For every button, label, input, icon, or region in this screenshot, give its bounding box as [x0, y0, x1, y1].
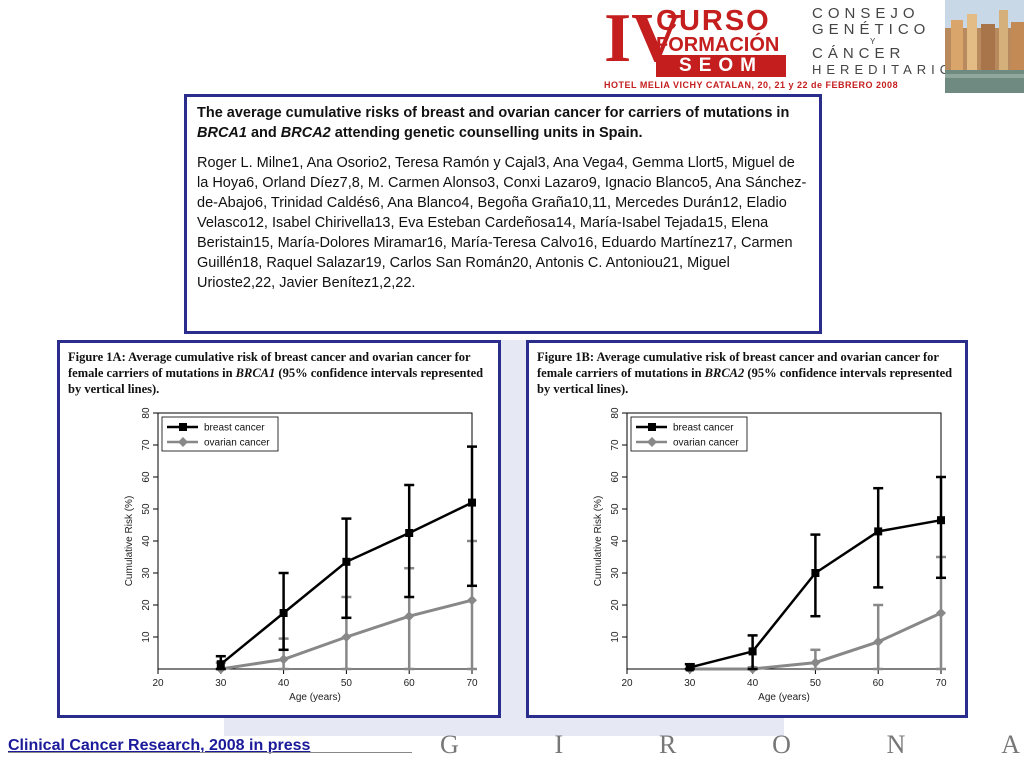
- girona-letter: R: [658, 730, 677, 759]
- legend-label: ovarian cancer: [673, 438, 739, 449]
- consejo-line: HEREDITARIO: [812, 62, 955, 77]
- y-axis-label: Cumulative Risk (%): [124, 496, 135, 587]
- girona-city-photo: [945, 0, 1024, 93]
- figure-caption: Figure 1A: Average cumulative risk of br…: [68, 350, 484, 396]
- x-tick-label: 40: [747, 678, 759, 689]
- figure-1a-chart: 10 20 30 40 50 60 70 80 20 30 40 50 60 70 Age (years) C…: [124, 407, 478, 703]
- legend-marker: [178, 437, 188, 447]
- x-tick-label: 40: [278, 678, 290, 689]
- data-point: [937, 516, 945, 525]
- y-tick-label: 50: [141, 503, 152, 515]
- girona-letter: I: [554, 730, 564, 759]
- figure-caption: Figure 1B: Average cumulative risk of br…: [537, 350, 953, 396]
- legend-label: breast cancer: [673, 423, 734, 434]
- data-point: [467, 595, 477, 606]
- data-point: [874, 527, 883, 536]
- data-point: [685, 663, 694, 672]
- data-point: [468, 498, 476, 507]
- x-tick-label: 20: [621, 678, 633, 689]
- data-point: [279, 609, 288, 617]
- girona-letter: O: [772, 730, 791, 759]
- x-tick-label: 60: [404, 678, 416, 689]
- y-tick-label: 30: [141, 567, 152, 579]
- data-point: [341, 632, 352, 642]
- consejo-line: CONSEJO: [812, 5, 920, 22]
- legend-marker: [647, 437, 657, 447]
- data-point: [873, 636, 884, 647]
- data-point: [748, 647, 757, 656]
- girona-wordmark: G I R O N A: [440, 730, 1020, 760]
- data-point: [936, 608, 946, 618]
- data-point: [278, 654, 289, 665]
- y-tick-label: 70: [610, 439, 621, 451]
- x-tick-label: 70: [935, 678, 947, 689]
- hotel-venue-text: HOTEL MELIA VICHY CATALAN, 20, 21 y 22 d…: [604, 80, 899, 90]
- logo-curso-text: CURSO: [656, 5, 771, 37]
- plot-frame: [626, 412, 942, 670]
- data-point: [811, 569, 820, 577]
- x-axis-label: Age (years): [289, 692, 341, 703]
- y-tick-label: 10: [141, 631, 152, 643]
- data-point: [810, 657, 821, 668]
- y-tick-label: 50: [610, 503, 621, 515]
- legend-marker: [648, 423, 656, 431]
- data-point: [405, 529, 414, 537]
- footer-divider: [8, 752, 412, 753]
- paper-card: The average cumulative risks of breast a…: [184, 94, 822, 334]
- citation-link[interactable]: Clinical Cancer Research, 2008 in press: [8, 737, 311, 754]
- x-tick-label: 30: [684, 678, 696, 689]
- legend-marker: [179, 423, 187, 431]
- data-point: [216, 660, 225, 669]
- figure-1a-panel: Figure 1A: Average cumulative risk of br…: [57, 340, 501, 718]
- x-tick-label: 70: [466, 678, 478, 689]
- y-tick-label: 60: [610, 471, 621, 483]
- y-tick-label: 40: [141, 535, 152, 547]
- girona-letter: G: [440, 730, 459, 759]
- y-axis-label: Cumulative Risk (%): [593, 496, 604, 587]
- y-tick-label: 70: [141, 439, 152, 451]
- legend-box: [161, 416, 279, 452]
- paper-authors: Roger L. Milne1, Ana Osorio2, Teresa Ram…: [197, 155, 807, 291]
- x-tick-label: 50: [810, 678, 822, 689]
- paper-title: The average cumulative risks of breast a…: [197, 105, 790, 141]
- x-tick-label: 50: [341, 678, 353, 689]
- figure-1b-chart: 10 20 30 40 50 60 70 80 20 30 40 50 60 70 Age (years) C…: [593, 407, 947, 703]
- x-tick-label: 60: [873, 678, 885, 689]
- data-point: [342, 557, 351, 566]
- girona-letter: A: [1001, 730, 1020, 759]
- figure-1b-panel: Figure 1B: Average cumulative risk of br…: [526, 340, 968, 718]
- legend-box: [630, 416, 748, 452]
- consejo-line: CÁNCER: [812, 45, 906, 62]
- plot-frame: [157, 412, 473, 670]
- x-tick-label: 30: [215, 678, 227, 689]
- x-tick-label: 20: [152, 678, 164, 689]
- y-tick-label: 60: [141, 471, 152, 483]
- y-tick-label: 10: [610, 631, 621, 643]
- y-tick-label: 80: [610, 407, 621, 419]
- y-tick-label: 40: [610, 535, 621, 547]
- y-tick-label: 80: [141, 407, 152, 419]
- consejo-line: GENÉTICO: [812, 21, 931, 38]
- legend-label: ovarian cancer: [204, 438, 270, 449]
- logo-seom-text: SEOM: [656, 55, 786, 77]
- y-tick-label: 20: [610, 599, 621, 611]
- girona-letter: N: [886, 730, 906, 759]
- logo-formacion-text: FORMACIÓN: [656, 34, 780, 56]
- x-axis-label: Age (years): [758, 692, 810, 703]
- data-point: [404, 611, 415, 622]
- legend-label: breast cancer: [204, 423, 265, 434]
- consejo-line: Y: [870, 37, 881, 46]
- y-tick-label: 20: [141, 599, 152, 611]
- y-tick-label: 30: [610, 567, 621, 579]
